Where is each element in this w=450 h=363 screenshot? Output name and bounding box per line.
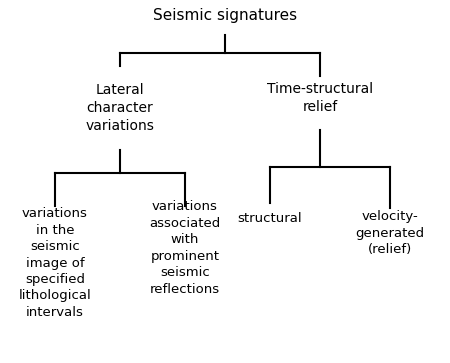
Text: Lateral
character
variations: Lateral character variations: [86, 83, 154, 133]
Text: variations
associated
with
prominent
seismic
reflections: variations associated with prominent sei…: [149, 200, 220, 296]
Text: velocity-
generated
(relief): velocity- generated (relief): [356, 210, 424, 256]
Text: Time-structural
relief: Time-structural relief: [267, 82, 373, 114]
Text: variations
in the
seismic
image of
specified
lithological
intervals: variations in the seismic image of speci…: [18, 207, 91, 319]
Text: structural: structural: [238, 212, 302, 224]
Text: Seismic signatures: Seismic signatures: [153, 8, 297, 23]
